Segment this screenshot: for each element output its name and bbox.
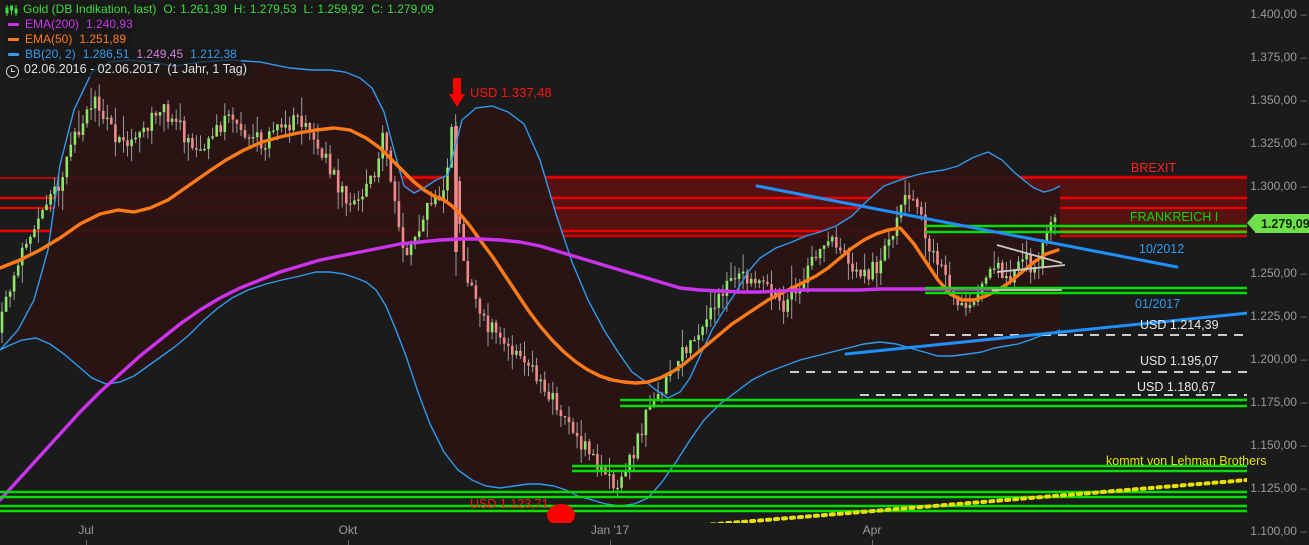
- price-tag-pointer: [1247, 214, 1255, 232]
- price-tick: 1.175,00 –: [1250, 394, 1307, 409]
- price-tick: 1.100,00 –: [1250, 524, 1307, 538]
- price-tick: 1.125,00 –: [1250, 480, 1307, 495]
- ohlc-close-label: C:: [371, 2, 384, 16]
- ema200-line: [0, 237, 1062, 502]
- dashed-levels: [790, 334, 1247, 396]
- bb-mid-value: 1.249,45: [136, 47, 184, 61]
- ema200-swatch: [8, 23, 19, 26]
- price-tick: 1.250,00 –: [1250, 265, 1307, 280]
- time-tick-mark: [610, 540, 611, 545]
- bb-swatch: [8, 53, 19, 56]
- price-tick: 1.400,00 –: [1250, 7, 1307, 21]
- annotation-level-1195: USD 1.195,07: [1140, 354, 1219, 368]
- time-axis[interactable]: Jul Okt Jan '17 Apr: [0, 523, 1247, 545]
- bollinger-band-area: [0, 60, 1060, 506]
- price-axis[interactable]: 1.400,00 – 1.375,00 – 1.350,00 – 1.325,00 –…: [1247, 0, 1309, 537]
- annotation-trend-01-2017: 01/2017: [1135, 297, 1181, 311]
- trendlines: [755, 184, 1247, 356]
- clock-icon: [6, 65, 19, 78]
- annotation-level-1180: USD 1.180,67: [1137, 380, 1216, 394]
- lehman-dotted-trend: [704, 478, 1247, 523]
- annotation-low-price: USD 1.123,71: [470, 497, 549, 511]
- date-range: 02.06.2016 - 02.06.2017: [24, 62, 161, 76]
- price-tick: 1.150,00 –: [1250, 437, 1307, 452]
- legend-row-instrument[interactable]: Gold (DB Indikation, last) O: 1.261,39 H…: [4, 2, 438, 17]
- price-tick: 1.300,00 –: [1250, 179, 1307, 194]
- down-arrow-icon: [448, 78, 466, 113]
- time-tick: Apr: [862, 523, 882, 537]
- price-tick: 1.350,00 –: [1250, 93, 1307, 108]
- interval-label: (1 Jahr, 1 Tag): [167, 62, 247, 76]
- ema50-swatch: [8, 38, 19, 41]
- low-marker-ellipse: [547, 504, 575, 523]
- chart-plot-area[interactable]: [0, 0, 1247, 523]
- ema50-line: [0, 126, 1060, 385]
- bb-lower-value: 1.212,38: [190, 47, 237, 61]
- ohlc-open-value: 1.261,39: [180, 2, 227, 16]
- ema50-label: EMA(50): [25, 32, 73, 46]
- chart-canvas: [0, 59, 1247, 523]
- legend-row-bollinger[interactable]: BB(20, 2) 1.286,51 1.249,45 1.212,38: [4, 47, 241, 62]
- legend-row-ema200[interactable]: EMA(200) 1.240,93: [4, 17, 137, 32]
- ohlc-low-label: L:: [303, 2, 314, 16]
- time-tick-mark: [872, 540, 873, 545]
- ema200-label: EMA(200): [25, 17, 80, 31]
- ohlc-high-value: 1.279,53: [249, 2, 297, 16]
- chart-legend: Gold (DB Indikation, last) O: 1.261,39 H…: [4, 2, 438, 78]
- ohlc-open-label: O:: [163, 2, 177, 16]
- ema200-value: 1.240,93: [86, 17, 133, 31]
- time-tick: Okt: [338, 523, 358, 537]
- time-tick-mark: [348, 540, 349, 545]
- ohlc-close-value: 1.279,09: [387, 2, 434, 16]
- price-tick: 1.325,00 –: [1250, 136, 1307, 151]
- ohlc-low-value: 1.259,92: [317, 2, 365, 16]
- price-tick: 1.225,00 –: [1250, 308, 1307, 323]
- annotation-frankreich: FRANKREICH I: [1130, 210, 1219, 224]
- ohlc-high-label: H:: [233, 2, 246, 16]
- wedge-pattern: [992, 244, 1066, 291]
- current-price-tag[interactable]: 1.279,09: [1247, 214, 1309, 233]
- bb-label: BB(20, 2): [25, 47, 76, 61]
- price-tick: 1.200,00 –: [1250, 351, 1307, 366]
- legend-row-ema50[interactable]: EMA(50) 1.251,89: [4, 32, 131, 47]
- instrument-name: Gold (DB Indikation, last): [23, 2, 157, 16]
- annotation-level-1214: USD 1.214,39: [1140, 318, 1219, 332]
- bb-upper-value: 1.286,51: [82, 47, 130, 61]
- legend-row-range[interactable]: 02.06.2016 - 02.06.2017 (1 Jahr, 1 Tag): [4, 62, 251, 78]
- annotation-lehman: kommt von Lehman Brothers: [1106, 454, 1267, 468]
- annotation-brexit: BREXIT: [1131, 161, 1177, 175]
- time-tick-mark: [86, 540, 87, 545]
- time-tick: Jan '17: [590, 523, 630, 537]
- time-tick: Jul: [78, 523, 94, 537]
- current-price-value: 1.279,09: [1261, 216, 1309, 231]
- annotation-trend-10-2012: 10/2012: [1139, 242, 1185, 256]
- annotation-high-price: USD 1.337,48: [470, 85, 552, 100]
- candlestick-icon: [5, 5, 18, 16]
- ema50-value: 1.251,89: [79, 32, 127, 46]
- price-tick: 1.375,00 –: [1250, 50, 1307, 65]
